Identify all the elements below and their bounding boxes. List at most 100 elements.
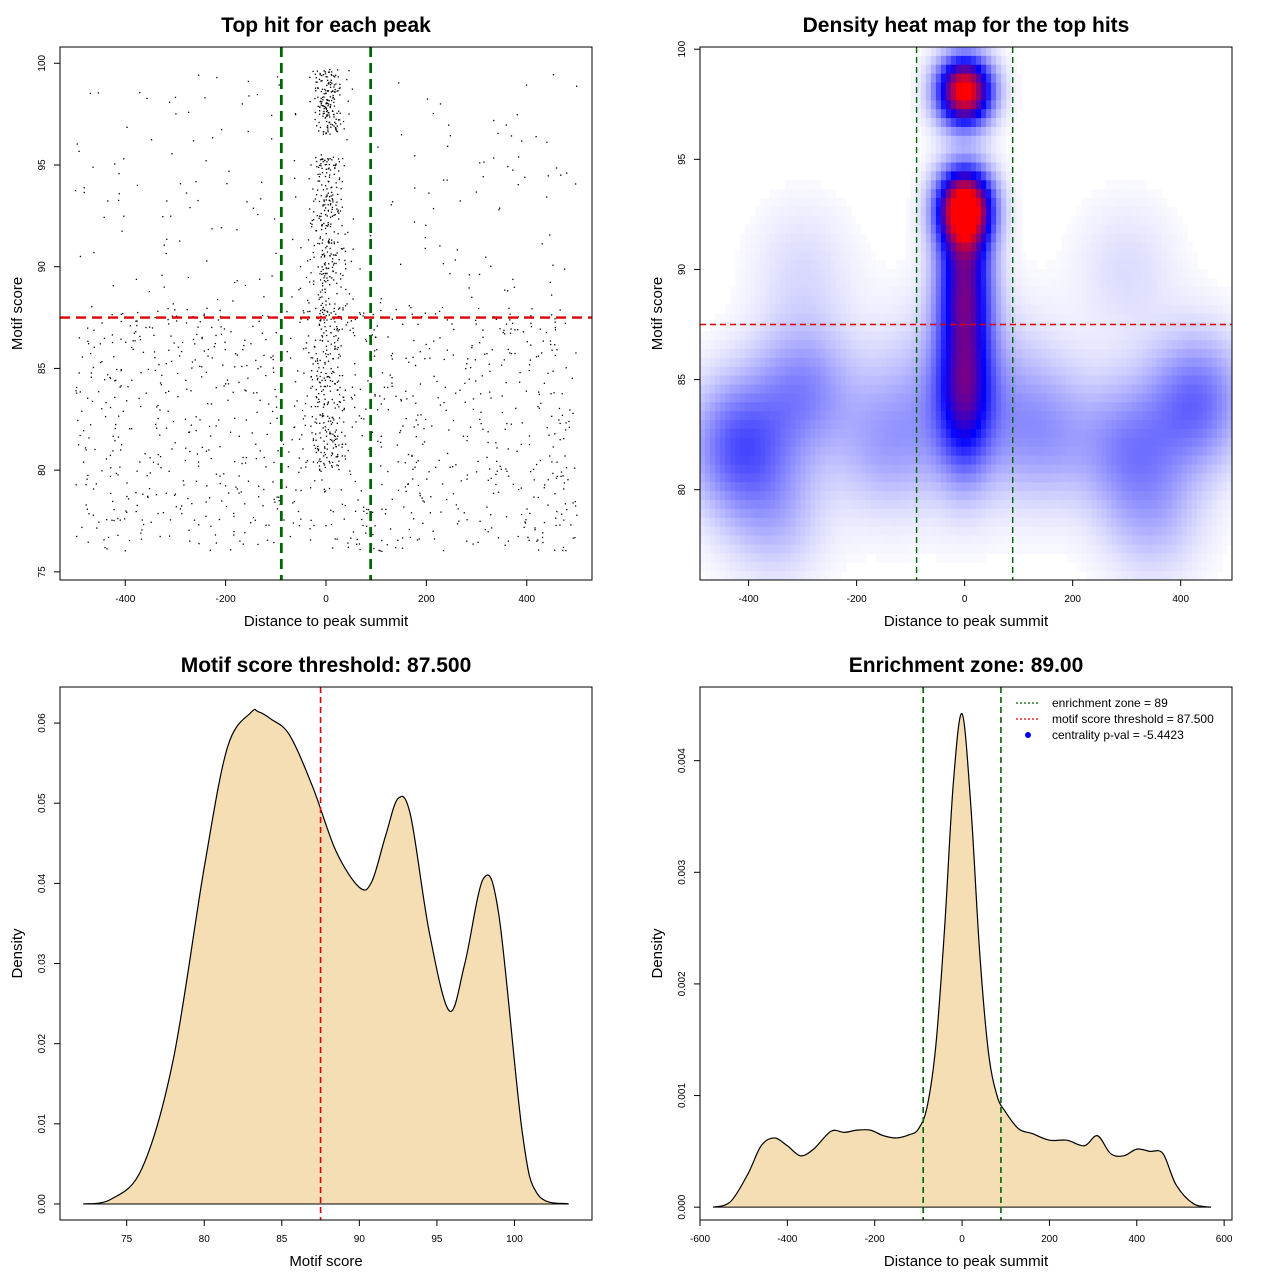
data-point — [115, 472, 117, 475]
heatmap-cell — [1026, 455, 1032, 466]
heatmap-cell — [760, 508, 766, 519]
heatmap-cell — [960, 100, 967, 110]
data-point — [496, 460, 498, 463]
heatmap-cell — [915, 393, 922, 403]
data-point — [529, 512, 531, 515]
heatmap-cell — [890, 526, 897, 537]
heatmap-cell — [960, 473, 967, 483]
data-point — [381, 550, 383, 552]
heatmap-cell — [810, 375, 817, 386]
heatmap-cell — [1011, 286, 1017, 297]
data-point — [330, 191, 333, 194]
heatmap-cell — [1021, 402, 1027, 412]
heatmap-cell — [885, 340, 892, 350]
data-point — [331, 215, 334, 217]
heatmap-cell — [785, 215, 791, 226]
heatmap-cell — [996, 109, 1002, 119]
heatmap-cell — [760, 233, 766, 244]
heatmap-cell — [905, 411, 912, 421]
heatmap-cell — [890, 508, 897, 519]
data-point — [525, 519, 527, 521]
heatmap-cell — [740, 349, 746, 359]
data-point — [349, 473, 352, 476]
heatmap-cell — [945, 135, 952, 146]
heatmap-cell — [700, 428, 706, 439]
heatmap-cell — [775, 508, 781, 519]
heatmap-cell — [860, 357, 867, 368]
heatmap-cell — [825, 420, 832, 430]
heatmap-cell — [991, 73, 997, 84]
heatmap-cell — [900, 313, 907, 323]
heatmap-cell — [775, 349, 781, 359]
data-point — [321, 266, 323, 268]
data-point — [504, 333, 506, 335]
heatmap-cell — [765, 393, 771, 403]
heatmap-cell — [785, 331, 791, 341]
data-point — [324, 264, 326, 266]
heatmap-cell — [905, 535, 912, 546]
heatmap-cell — [981, 206, 987, 217]
data-point — [319, 375, 321, 378]
data-point — [227, 383, 230, 385]
heatmap-cell — [950, 206, 957, 217]
data-point — [351, 88, 354, 90]
heatmap-cell — [960, 464, 967, 474]
data-point — [326, 251, 329, 253]
heatmap-cell — [910, 446, 917, 457]
data-point — [329, 325, 331, 327]
heatmap-cell — [955, 198, 962, 208]
data-point — [174, 493, 177, 495]
heatmap-cell — [775, 535, 781, 546]
heatmap-cell — [1036, 269, 1042, 279]
heatmap-cell — [870, 331, 877, 341]
heatmap-cell — [885, 535, 892, 546]
data-point — [320, 371, 322, 374]
heatmap-cell — [735, 269, 741, 279]
heatmap-cell — [715, 544, 721, 554]
heatmap-cell — [815, 571, 822, 580]
heatmap-cell — [790, 286, 796, 297]
heatmap-cell — [760, 215, 766, 226]
heatmap-cell — [900, 508, 907, 519]
data-point — [318, 465, 321, 467]
data-point — [380, 309, 382, 312]
heatmap-cell — [820, 357, 827, 368]
heatmap-cell — [960, 482, 967, 492]
heatmap-cell — [705, 349, 711, 359]
heatmap-cell — [830, 384, 837, 395]
heatmap-cell — [910, 544, 917, 554]
heatmap-cell — [971, 189, 977, 199]
heatmap-cell — [785, 455, 791, 466]
heatmap-cell — [895, 491, 902, 501]
data-point — [84, 447, 87, 449]
heatmap-cell — [810, 411, 817, 421]
data-point — [562, 549, 564, 552]
heatmap-cell — [855, 473, 862, 483]
heatmap-cell — [986, 162, 992, 172]
heatmap-cell — [1001, 455, 1007, 466]
data-point — [322, 306, 324, 309]
heatmap-cell — [870, 384, 877, 395]
heatmap-cell — [840, 491, 847, 501]
heatmap-cell — [981, 260, 987, 270]
heatmap-cell — [945, 464, 952, 474]
heatmap-cell — [875, 384, 882, 395]
data-point — [312, 461, 315, 463]
data-point — [507, 475, 510, 477]
heatmap-cell — [810, 286, 817, 297]
data-point — [300, 489, 302, 492]
data-point — [346, 303, 348, 305]
heatmap-cell — [765, 269, 771, 279]
heatmap-cell — [795, 233, 801, 244]
heatmap-cell — [880, 437, 887, 448]
data-point — [563, 268, 566, 270]
data-point — [571, 377, 573, 380]
data-point — [220, 227, 223, 229]
data-point — [466, 540, 468, 542]
heatmap-cell — [991, 313, 997, 323]
data-point — [205, 371, 208, 373]
heatmap-cell — [905, 393, 912, 403]
heatmap-cell — [1031, 508, 1037, 519]
heatmap-cell — [915, 491, 922, 501]
heatmap-cell — [750, 393, 756, 403]
